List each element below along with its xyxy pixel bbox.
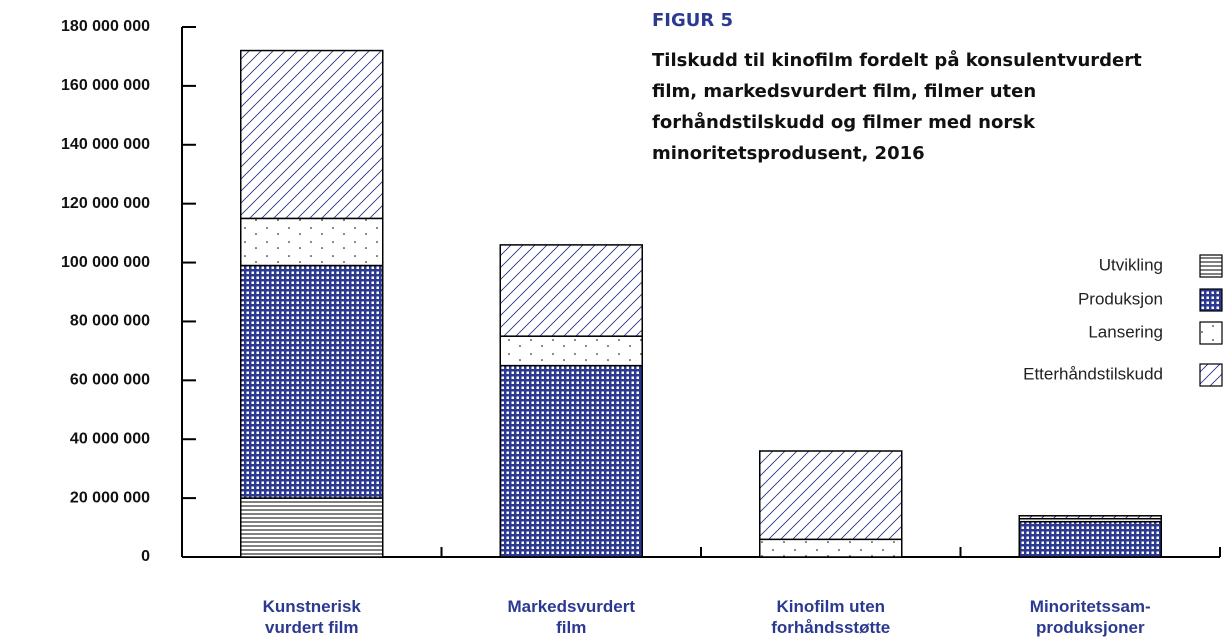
legend-swatch <box>1199 363 1223 387</box>
bar-segment <box>499 244 643 337</box>
legend-label: Produksjon <box>1078 289 1163 308</box>
bar-segment <box>240 49 384 220</box>
bar-segment <box>759 450 903 541</box>
y-tick-label: 40 000 000 <box>70 430 150 447</box>
y-tick-label: 140 000 000 <box>61 136 150 153</box>
y-tick-label: 120 000 000 <box>61 195 150 212</box>
y-tick-label: 160 000 000 <box>61 77 150 94</box>
x-tick-label: Kunstnerisk vurdert film <box>262 597 361 637</box>
x-tick-label: Kinofilm uten forhåndsstøtte <box>771 597 891 637</box>
legend-label: Lansering <box>1088 322 1163 341</box>
bar-segment <box>759 538 903 558</box>
legend-label: Utvikling <box>1099 255 1163 274</box>
figure-label: FIGUR 5 <box>652 10 734 31</box>
x-tick-label: Minoritetssam- produksjoner <box>1029 597 1151 637</box>
y-tick-label: 0 <box>141 548 150 565</box>
legend-swatch <box>1199 254 1223 278</box>
bar-segment <box>499 364 643 558</box>
legend-label: Etterhåndstilskudd <box>1023 364 1163 383</box>
bar-segment <box>240 264 384 499</box>
chart-title: Tilskudd til kinofilm fordelt på konsule… <box>652 50 1142 164</box>
legend-swatch <box>1199 321 1223 345</box>
bar-segment <box>499 335 643 367</box>
y-tick-label: 60 000 000 <box>70 372 150 389</box>
x-tick-label: Markedsvurdert film <box>507 597 636 637</box>
y-tick-label: 20 000 000 <box>70 489 150 506</box>
bar-segment <box>1018 520 1162 558</box>
y-tick-label: 100 000 000 <box>61 254 150 271</box>
y-tick-label: 80 000 000 <box>70 313 150 330</box>
bar-segment <box>240 217 384 267</box>
y-tick-label: 180 000 000 <box>61 18 150 35</box>
bar-segment <box>1018 515 1162 520</box>
legend-swatch <box>1199 288 1223 312</box>
bar-segment <box>240 497 384 558</box>
